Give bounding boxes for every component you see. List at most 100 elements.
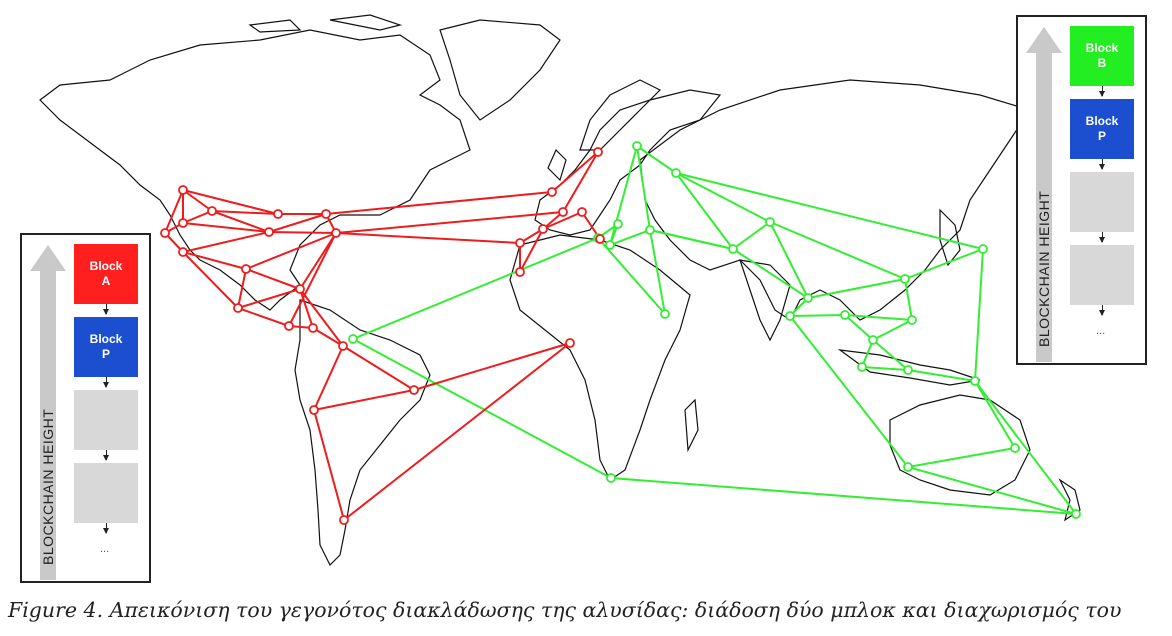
network-link (343, 342, 571, 521)
block-b: Block B (1070, 26, 1134, 86)
network-node (660, 309, 670, 319)
network-link (268, 231, 337, 234)
network-node (907, 315, 917, 325)
network-node (515, 267, 525, 277)
network-link (299, 288, 314, 329)
network-link (288, 232, 337, 327)
network-link (904, 278, 913, 321)
network-link (649, 229, 666, 315)
network-link (413, 342, 571, 391)
network-link (313, 409, 345, 521)
network-link (299, 232, 337, 290)
africa-outline (509, 234, 691, 481)
network-node (284, 321, 294, 331)
network-link (211, 210, 279, 215)
network-link (769, 221, 906, 280)
network-link (872, 319, 913, 341)
left-chain-inset: BLOCKCHAIN HEIGHT Block A Block P ... (20, 233, 151, 583)
network-link (352, 338, 612, 479)
height-arrow (30, 245, 66, 580)
network-link (609, 229, 651, 246)
network-link (732, 221, 771, 250)
network-node (338, 341, 348, 351)
network-node (903, 462, 913, 472)
network-node (547, 187, 557, 197)
block-a: Block A (74, 244, 138, 304)
network-link (844, 314, 913, 321)
network-link (335, 232, 521, 244)
network-node (605, 240, 615, 250)
network-link (907, 447, 1016, 468)
network-node (1010, 443, 1020, 453)
network-node (233, 303, 243, 313)
india-outline (739, 259, 791, 342)
network-link (237, 268, 247, 309)
scandinavia-outline (579, 79, 662, 151)
network-link (237, 288, 301, 309)
south-america-outline (294, 299, 431, 567)
axis-label: BLOCKCHAIN HEIGHT (1036, 190, 1052, 347)
network-link (313, 389, 415, 411)
network-link (519, 228, 544, 273)
network-link (342, 345, 415, 391)
network-node (178, 247, 188, 257)
japan-outline (939, 208, 961, 267)
network-link (245, 268, 301, 290)
network-link (245, 232, 337, 270)
network-link (335, 211, 564, 234)
axis-label: BLOCKCHAIN HEIGHT (40, 408, 56, 565)
north-america-outline (39, 29, 471, 311)
network-link (182, 189, 213, 212)
network-link (182, 231, 270, 253)
chain-arrow (1099, 91, 1105, 97)
network-node (645, 225, 655, 235)
network-node (308, 323, 318, 333)
chain-arrow (1099, 310, 1105, 316)
network-node (671, 168, 681, 178)
network-node (840, 310, 850, 320)
ellipsis: ... (1096, 325, 1106, 337)
madagascar-outline (684, 398, 699, 453)
network-link (182, 251, 247, 270)
network-link (861, 366, 909, 371)
world-map (39, 14, 1081, 567)
network-link (610, 477, 1077, 515)
network-node (593, 147, 603, 157)
network-node (273, 209, 283, 219)
network-link (164, 189, 184, 234)
network-link (299, 288, 344, 347)
figure-caption: Figure 4. Απεικόνιση του γεγονότος διακλ… (8, 598, 1122, 622)
block-p: Block P (1070, 99, 1134, 159)
network-link (904, 248, 984, 280)
right-chain-inset: BLOCKCHAIN HEIGHT Block B Block P ... (1016, 15, 1147, 365)
chain-arrow (103, 382, 109, 388)
chain-arrow (103, 528, 109, 534)
network-node (595, 234, 605, 244)
network-link (352, 237, 599, 340)
network-node (309, 405, 319, 415)
figure: BLOCKCHAIN HEIGHT Block A Block P ... BL… (20, 14, 1147, 583)
network-link (325, 191, 553, 215)
australia-outline (889, 394, 1031, 496)
network-node (613, 219, 623, 229)
network-link (974, 380, 1077, 515)
arctic-islands-outline (248, 14, 403, 33)
chain-arrow (1099, 237, 1105, 243)
network-node (632, 141, 642, 151)
uk-outline (547, 148, 567, 182)
network-link (182, 222, 270, 233)
network-link (769, 221, 809, 299)
network-node (264, 227, 274, 237)
network-link (597, 237, 666, 315)
empty-block (74, 390, 138, 450)
greenland-outline (439, 19, 561, 121)
network-node (558, 207, 568, 217)
network-node (970, 376, 980, 386)
network-link (907, 466, 1077, 515)
network-node (339, 515, 349, 525)
network-node (1071, 509, 1081, 519)
network-node (178, 185, 188, 195)
network-link (182, 210, 213, 224)
network-node (331, 228, 341, 238)
network-link (789, 314, 846, 317)
